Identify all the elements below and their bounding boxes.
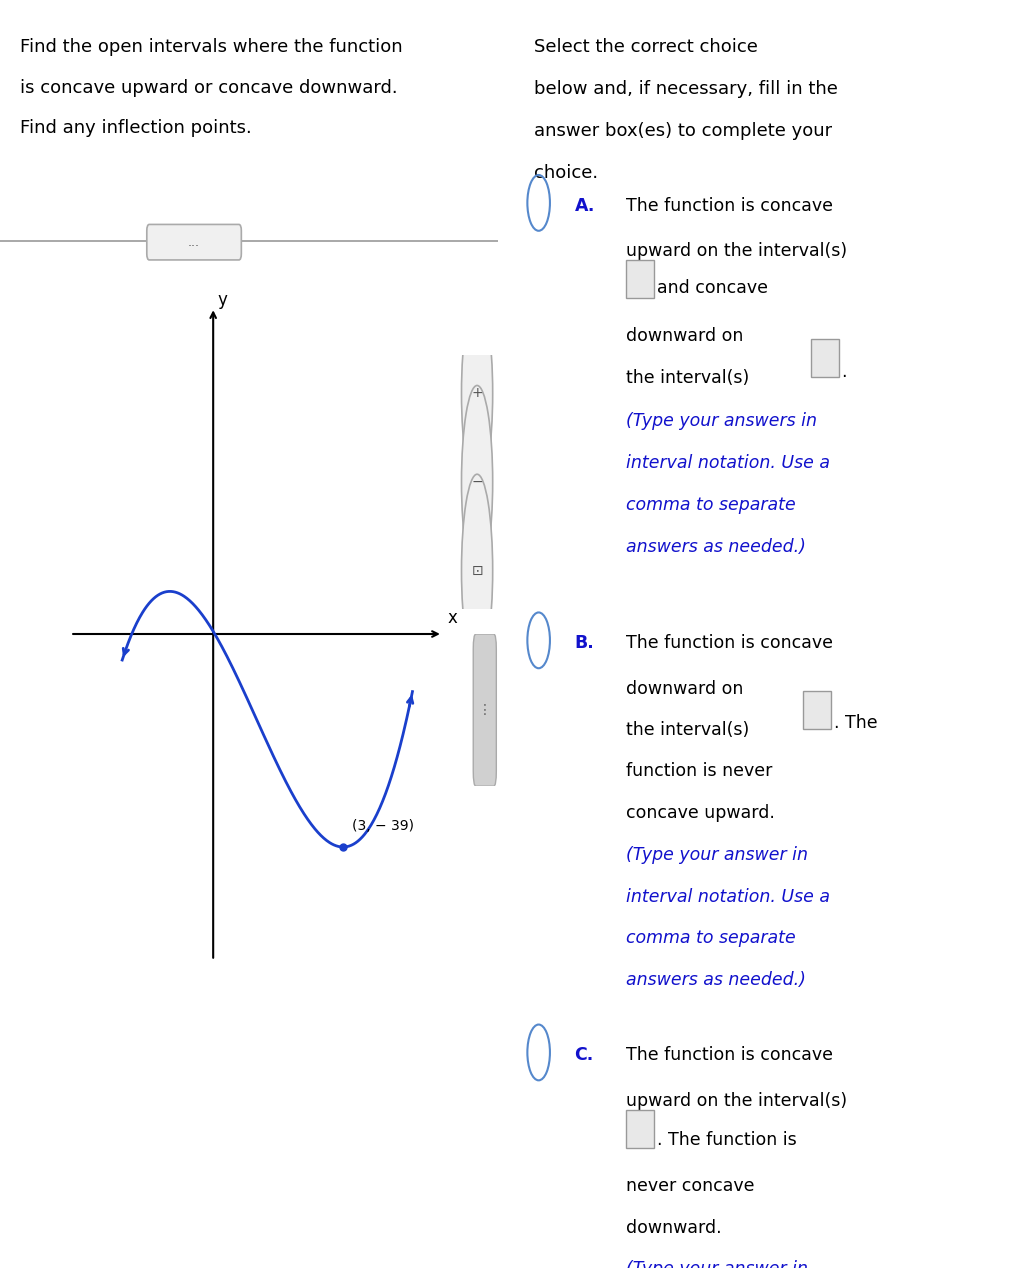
Text: function is never: function is never [626,762,773,780]
Text: answer box(es) to complete your: answer box(es) to complete your [534,122,832,139]
Text: y: y [218,292,228,309]
Text: comma to separate: comma to separate [626,496,795,514]
Text: is concave upward or concave downward.: is concave upward or concave downward. [19,79,397,96]
Text: below and, if necessary, fill in the: below and, if necessary, fill in the [534,80,837,98]
FancyBboxPatch shape [626,260,655,298]
Text: +: + [471,385,483,401]
Text: (3, − 39): (3, − 39) [352,819,413,833]
Text: (Type your answer in: (Type your answer in [626,1260,807,1268]
Circle shape [462,474,492,667]
Text: The function is concave: The function is concave [626,634,833,652]
Text: A.: A. [575,197,595,214]
Text: interval notation. Use a: interval notation. Use a [626,888,830,905]
Text: comma to separate: comma to separate [626,929,795,947]
Text: x: x [447,609,457,626]
Text: . The: . The [833,714,877,732]
Text: downward.: downward. [626,1219,721,1236]
Text: downward on: downward on [626,680,743,697]
Text: choice.: choice. [534,164,597,181]
Text: interval notation. Use a: interval notation. Use a [626,454,830,472]
FancyBboxPatch shape [802,691,831,729]
Text: The function is concave: The function is concave [626,1046,833,1064]
Text: The function is concave: The function is concave [626,197,833,214]
Text: ⋮: ⋮ [478,702,491,718]
Text: never concave: never concave [626,1177,754,1194]
FancyBboxPatch shape [147,224,241,260]
Text: B.: B. [575,634,594,652]
Circle shape [462,297,492,489]
Text: the interval(s): the interval(s) [626,721,754,739]
Text: upward on the interval(s): upward on the interval(s) [626,1092,847,1110]
Text: the interval(s): the interval(s) [626,369,754,387]
Text: answers as needed.): answers as needed.) [626,971,805,989]
FancyBboxPatch shape [626,1110,655,1148]
Text: Find the open intervals where the function: Find the open intervals where the functi… [19,38,402,56]
Text: downward on: downward on [626,327,743,345]
FancyBboxPatch shape [811,339,839,377]
Text: (Type your answers in: (Type your answers in [626,412,817,430]
Text: ⊡: ⊡ [471,563,483,578]
Text: and concave: and concave [657,279,767,297]
Text: concave upward.: concave upward. [626,804,775,822]
Text: Find any inflection points.: Find any inflection points. [19,119,251,137]
Text: upward on the interval(s): upward on the interval(s) [626,242,847,260]
Text: answers as needed.): answers as needed.) [626,538,805,555]
Circle shape [462,385,492,578]
Text: Select the correct choice: Select the correct choice [534,38,757,56]
Text: . The function is: . The function is [657,1131,796,1149]
Text: −: − [471,474,483,489]
Text: ...: ... [188,236,200,249]
Text: .: . [841,363,846,380]
Text: (Type your answer in: (Type your answer in [626,846,807,864]
FancyBboxPatch shape [473,634,497,786]
Text: C.: C. [575,1046,594,1064]
